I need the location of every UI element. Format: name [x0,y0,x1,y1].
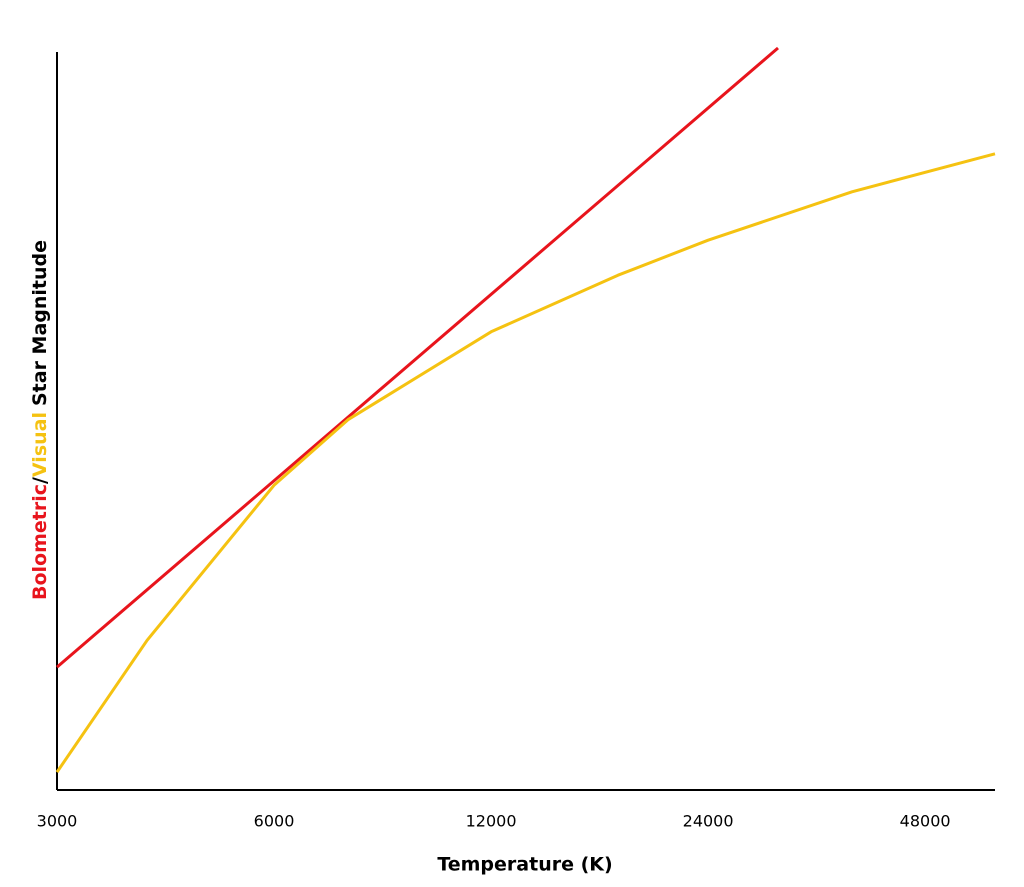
x-axis-title: Temperature (K) [437,854,612,876]
y-title-part: Visual [29,412,51,477]
y-title-part: / [29,477,51,484]
x-tick-label: 3000 [37,812,78,831]
series-line [56,46,779,669]
x-tick-label: 12000 [466,812,517,831]
series-line [55,152,996,773]
x-tick-label: 24000 [683,812,734,831]
y-axis-title: Bolometric/Visual Star Magnitude [29,240,51,600]
y-title-part: Star Magnitude [29,240,51,406]
x-tick-label: 48000 [900,812,951,831]
x-tick-label: 6000 [254,812,295,831]
y-title-part: Bolometric [29,484,51,600]
